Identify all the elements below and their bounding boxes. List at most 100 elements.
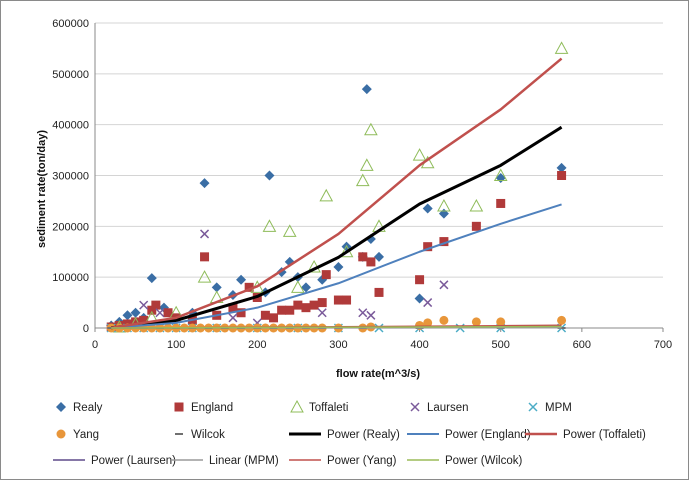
england-point (151, 301, 160, 310)
toffaleti-point (365, 124, 377, 135)
legend-item-power-wilcok: Power (Wilcok) (407, 455, 522, 467)
legend-label: Linear (MPM) (209, 455, 279, 467)
realy-point (264, 171, 274, 181)
legend-item-linear-mpm: Linear (MPM) (171, 455, 279, 467)
realy-point (236, 275, 246, 285)
realy-point (423, 204, 433, 214)
realy-point (122, 310, 132, 320)
realy-point (333, 262, 343, 272)
legend-label: Wilcok (191, 429, 225, 441)
legend-item-mpm: MPM (529, 402, 572, 414)
legend-item-toffaleti: Toffaleti (291, 401, 348, 414)
england-point (200, 252, 209, 261)
plot-area (106, 42, 567, 332)
yang-point (557, 316, 566, 325)
legend-label: Power (Realy) (327, 429, 400, 441)
series-toffaleti (113, 42, 567, 332)
england-point (342, 296, 351, 305)
x-tick-label: 600 (573, 339, 591, 351)
england-point (318, 298, 327, 307)
legend-label: Yang (73, 429, 99, 441)
realy-point (131, 308, 141, 318)
legend-label: Power (England) (445, 429, 531, 441)
yang-point (472, 317, 481, 326)
realy-point (200, 178, 210, 188)
legend-marker (529, 403, 537, 411)
england-point (261, 311, 270, 320)
england-point (285, 306, 294, 315)
legend-item-laursen: Laursen (411, 402, 469, 414)
x-axis-title: flow rate(m^3/s) (336, 368, 420, 380)
laursen-point (229, 314, 237, 322)
x-tick-label: 0 (92, 339, 98, 351)
legend-label: Power (Yang) (327, 455, 397, 467)
england-point (293, 301, 302, 310)
toffaleti-point (357, 175, 369, 186)
legend-marker (291, 401, 303, 412)
legend-label: Power (Laursen) (91, 455, 176, 467)
legend-label: England (191, 402, 233, 414)
y-tick-label: 600000 (52, 18, 89, 30)
y-tick-label: 100000 (52, 272, 89, 284)
legend-label: Power (Toffaleti) (563, 429, 646, 441)
legend-marker (57, 430, 66, 439)
legend-marker (411, 403, 419, 411)
x-tick-label: 300 (329, 339, 347, 351)
grid (95, 23, 663, 277)
legend-item-power-england: Power (England) (407, 429, 531, 441)
england-point (375, 288, 384, 297)
legend-label: Laursen (427, 402, 469, 414)
axes (95, 23, 663, 332)
toffaleti-point (414, 149, 426, 160)
england-point (310, 301, 319, 310)
england-point (322, 270, 331, 279)
england-point (269, 313, 278, 322)
x-tick-label: 100 (167, 339, 185, 351)
trendline-power-toffaleti (111, 59, 561, 328)
y-tick-label: 0 (83, 323, 89, 335)
england-point (557, 171, 566, 180)
y-tick-label: 300000 (52, 171, 89, 183)
laursen-point (318, 309, 326, 317)
toffaleti-point (361, 159, 373, 170)
legend-marker (56, 402, 66, 412)
toffaleti-point (470, 200, 482, 211)
legend-item-england: England (175, 402, 234, 414)
legend-label: Power (Wilcok) (445, 455, 522, 467)
legend-item-realy: Realy (56, 402, 103, 414)
legend-marker (175, 403, 184, 412)
x-tick-label: 700 (654, 339, 672, 351)
england-point (277, 306, 286, 315)
realy-point (147, 273, 157, 283)
realy-point (362, 84, 372, 94)
realy-point (439, 209, 449, 219)
y-tick-label: 200000 (52, 221, 89, 233)
toffaleti-point (284, 225, 296, 236)
laursen-point (359, 309, 367, 317)
legend: Realy England Toffaleti Laursen MPM Yang Wilco… (53, 401, 646, 467)
yang-point (439, 316, 448, 325)
x-tick-label: 400 (410, 339, 428, 351)
england-point (301, 303, 310, 312)
toffaleti-point (320, 190, 332, 201)
legend-item-power-laursen: Power (Laursen) (53, 455, 176, 467)
legend-item-power-yang: Power (Yang) (289, 455, 397, 467)
y-axis-title: sediment rate(ton/day) (36, 130, 48, 248)
y-tick-label: 400000 (52, 120, 89, 132)
x-tick-label: 200 (248, 339, 266, 351)
laursen-point (367, 311, 375, 319)
realy-point (374, 252, 384, 262)
toffaleti-point (556, 42, 568, 53)
legend-item-wilcok: Wilcok (175, 429, 225, 441)
legend-item-yang: Yang (57, 429, 100, 441)
laursen-point (201, 230, 209, 238)
legend-label: Toffaleti (309, 402, 348, 414)
laursen-point (440, 281, 448, 289)
realy-point (496, 173, 506, 183)
laursen-point (424, 299, 432, 307)
legend-label: Realy (73, 402, 103, 414)
england-point (366, 257, 375, 266)
